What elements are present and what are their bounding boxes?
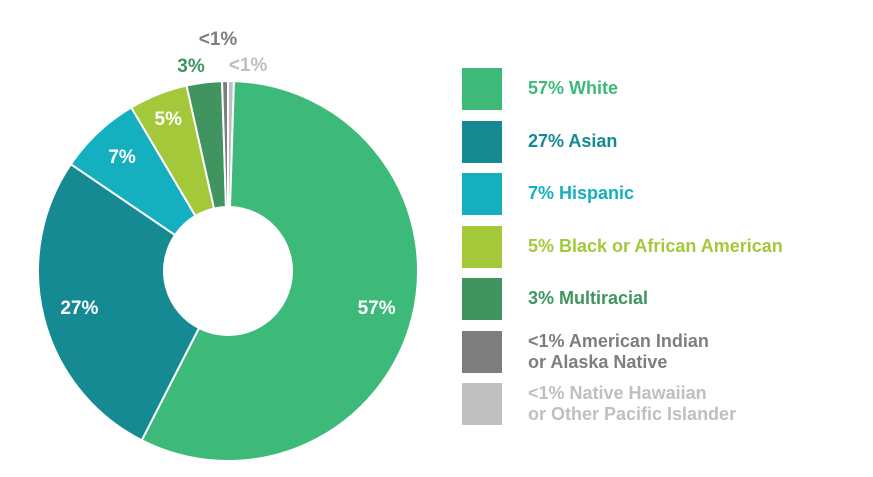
legend-label: 7% Hispanic (528, 183, 634, 204)
legend-swatch (462, 225, 502, 268)
pie-slice (37, 162, 201, 442)
legend-item: 27% Asian (462, 120, 862, 163)
legend-swatch (462, 330, 502, 373)
legend-swatch (462, 173, 502, 215)
slice-data-label: 27% (60, 298, 98, 319)
legend-label-line: 7% Hispanic (528, 183, 635, 203)
legend-label-line: <1% Native Hawaiian (528, 383, 707, 403)
legend-label-line: or Other Pacific Islander (528, 404, 737, 424)
legend-swatch (462, 68, 502, 110)
legend-label: 3% Multiracial (528, 288, 648, 309)
legend-label-line: 27% Asian (528, 130, 618, 151)
legend-item: 57% White (462, 68, 862, 110)
legend-item: 5% Black or African American (462, 225, 862, 268)
legend-label-line: <1% American Indian (528, 330, 709, 351)
legend-label: <1% American Indian or Alaska Native (528, 331, 709, 373)
legend-swatch (462, 278, 502, 320)
legend-item: <1% American Indian or Alaska Native (462, 330, 862, 373)
legend-label: <1% Native Hawaiian or Other Pacific Isla… (528, 383, 736, 425)
slice-data-label: <1% (229, 55, 268, 76)
legend-label-line: 57% White (528, 78, 619, 98)
slice-data-label: 5% (155, 109, 183, 130)
slice-data-label: 7% (108, 147, 136, 168)
legend-item: 7% Hispanic (462, 173, 862, 215)
legend-item: <1% Native Hawaiian or Other Pacific Isla… (462, 383, 862, 425)
legend-swatch (462, 383, 502, 425)
legend-label: 5% Black or African American (528, 236, 783, 257)
legend-label-line: or Alaska Native (528, 351, 668, 372)
legend-swatch (462, 120, 502, 163)
legend-label: 57% White (528, 78, 618, 99)
slice-data-label: <1% (199, 29, 238, 50)
legend-label-line: 5% Black or African American (528, 235, 783, 256)
pie-slice (221, 79, 229, 209)
legend-item: 3% Multiracial (462, 278, 862, 320)
slice-data-label: 57% (358, 298, 396, 319)
legend-label: 27% Asian (528, 131, 617, 152)
slice-data-label: 3% (177, 56, 205, 77)
legend-label-line: 3% Multiracial (528, 288, 649, 308)
pie-slice (140, 80, 419, 462)
